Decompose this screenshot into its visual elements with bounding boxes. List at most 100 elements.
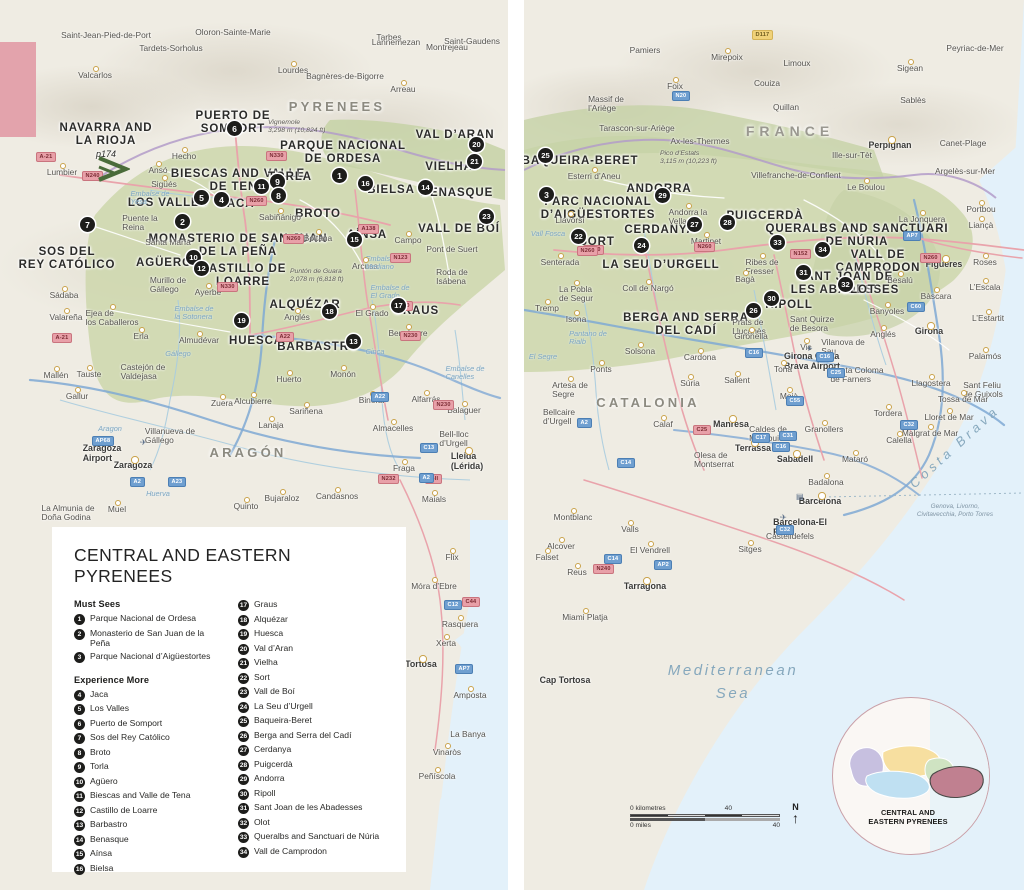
legend-item[interactable]: 5 Los Valles	[74, 703, 222, 716]
map-poi-marker-14[interactable]: 14	[418, 180, 433, 195]
map-label-water: Aragon	[98, 424, 122, 433]
legend-item[interactable]: 32 Olot	[238, 817, 386, 829]
map-poi-marker-25[interactable]: 25	[538, 148, 553, 163]
legend-item[interactable]: 17 Graus	[238, 599, 386, 611]
legend-item[interactable]: 18 Alquézar	[238, 614, 386, 626]
legend-item[interactable]: 8 Broto	[74, 747, 222, 759]
map-label-town: Mirepoix	[711, 52, 743, 62]
road-shield: AP7	[903, 231, 922, 241]
legend-item[interactable]: 4 Jaca	[74, 689, 222, 701]
map-label-town: Gironella	[734, 331, 768, 341]
map-label-town: Alfarrás	[411, 394, 441, 404]
map-poi-marker-27[interactable]: 27	[687, 217, 702, 232]
map-poi-marker-15[interactable]: 15	[347, 232, 362, 247]
legend-item[interactable]: 2 Monasterio de San Juan de la Peña	[74, 628, 222, 649]
map-poi-marker-6[interactable]: 6	[227, 121, 242, 136]
map-poi-marker-32[interactable]: 32	[838, 277, 853, 292]
map-poi-marker-24[interactable]: 24	[634, 238, 649, 253]
legend-item[interactable]: 30 Ripoll	[238, 788, 386, 800]
map-poi-marker-33[interactable]: 33	[770, 235, 785, 250]
legend-item[interactable]: 23 Vall de Boí	[238, 686, 386, 698]
map-town-dot	[638, 342, 644, 348]
map-poi-marker-34[interactable]: 34	[815, 242, 830, 257]
map-label-town: Anglés	[870, 329, 896, 339]
map-poi-marker-28[interactable]: 28	[720, 215, 735, 230]
map-poi-marker-13[interactable]: 13	[346, 334, 361, 349]
legend-item[interactable]: 11 Biescas and Valle de Tena	[74, 790, 222, 803]
map-poi-marker-7[interactable]: 7	[80, 217, 95, 232]
map-label-water: Embalse de Yesa	[130, 189, 170, 207]
map-town-dot	[54, 366, 60, 372]
scale-miles-label: 0 miles	[630, 822, 651, 829]
map-label-water: Embalse de El Grado	[370, 283, 410, 301]
legend-item[interactable]: 26 Berga and Serra del Cadí	[238, 730, 386, 742]
legend-item[interactable]: 12 Castillo de Loarre	[74, 805, 222, 817]
map-poi-marker-30[interactable]: 30	[764, 291, 779, 306]
legend-item-label: Berga and Serra del Cadí	[254, 729, 352, 740]
legend-item[interactable]: 7 Sos del Rey Católico	[74, 732, 222, 745]
legend-item[interactable]: 29 Andorra	[238, 773, 386, 785]
map-label-town: El Vendrell	[629, 545, 671, 555]
legend-item[interactable]: 6 Puerto de Somport	[74, 718, 222, 730]
map-town-dot	[62, 286, 68, 292]
map-town-dot	[688, 374, 694, 380]
map-poi-marker-4[interactable]: 4	[214, 192, 229, 207]
map-poi-marker-8[interactable]: 8	[271, 188, 286, 203]
road-shield: A138	[358, 224, 380, 234]
map-poi-marker-5[interactable]: 5	[194, 190, 209, 205]
map-poi-marker-19[interactable]: 19	[234, 313, 249, 328]
legend-item[interactable]: 27 Cerdanya	[238, 744, 386, 756]
map-poi-marker-11[interactable]: 11	[254, 179, 269, 194]
map-poi-marker-29[interactable]: 29	[655, 188, 670, 203]
map-poi-marker-18[interactable]: 18	[322, 304, 337, 319]
map-poi-marker-21[interactable]: 21	[467, 154, 482, 169]
legend-item[interactable]: 16 Bielsa	[74, 863, 222, 875]
map-label-water: Embalse de Canelles	[445, 364, 485, 382]
legend-item[interactable]: 14 Benasque	[74, 834, 222, 846]
map-label-town: Lannemezan	[371, 37, 421, 47]
legend-item[interactable]: 20 Val d’Aran	[238, 643, 386, 655]
legend-item[interactable]: 15 Aínsa	[74, 848, 222, 861]
map-label-town: Valls	[621, 524, 639, 534]
map-poi-marker-20[interactable]: 20	[469, 137, 484, 152]
map-poi-marker-1[interactable]: 1	[332, 168, 347, 183]
legend-item[interactable]: 10 Agüero	[74, 776, 222, 788]
legend-item[interactable]: 19 Huesca	[238, 628, 386, 640]
map-town-dot	[947, 408, 953, 414]
legend-item[interactable]: 21 Vielha	[238, 657, 386, 669]
legend-item[interactable]: 24 La Seu d’Urgell	[238, 701, 386, 713]
legend-item[interactable]: 31 Sant Joan de les Abadesses	[238, 802, 386, 814]
legend-item[interactable]: 28 Puigcerdà	[238, 759, 386, 771]
legend-item-number: 20	[238, 643, 249, 655]
legend-item[interactable]: 34 Vall de Camprodon	[238, 846, 386, 858]
road-shield: AP2	[654, 560, 673, 570]
map-poi-marker-17[interactable]: 17	[391, 298, 406, 313]
map-label-town: Sitges	[738, 544, 762, 554]
map-label-town: Ansó	[148, 165, 168, 175]
map-town-dot	[444, 634, 450, 640]
legend-item[interactable]: 25 Baqueira-Beret	[238, 715, 386, 727]
legend-item[interactable]: 13 Barbastro	[74, 819, 222, 832]
legend-item-number: 13	[74, 820, 85, 832]
legend-item[interactable]: 1 Parque Nacional de Ordesa	[74, 613, 222, 625]
map-poi-marker-16[interactable]: 16	[358, 176, 373, 191]
map-poi-marker-31[interactable]: 31	[796, 265, 811, 280]
map-poi-marker-3[interactable]: 3	[539, 187, 554, 202]
map-label-town: Tona	[773, 364, 793, 374]
map-town-dot	[661, 415, 667, 421]
map-poi-marker-2[interactable]: 2	[175, 214, 190, 229]
legend-item[interactable]: 33 Queralbs and Sanctuari de Núria	[238, 831, 386, 843]
map-poi-marker-23[interactable]: 23	[479, 209, 494, 224]
map-poi-marker-12[interactable]: 12	[194, 261, 209, 276]
map-poi-marker-26[interactable]: 26	[746, 303, 761, 318]
legend-item[interactable]: 9 Torla	[74, 761, 222, 774]
map-label-town: Esterri d’Aneu	[567, 171, 621, 181]
legend-item[interactable]: 3 Parque Nacional d’Aigüestortes	[74, 651, 222, 663]
map-poi-marker-22[interactable]: 22	[571, 229, 586, 244]
map-poi-marker-9[interactable]: 9	[270, 174, 285, 189]
map-label-peak: Pico d’Estats 3,115 m (10,223 ft)	[660, 150, 717, 166]
legend-item[interactable]: 22 Sort	[238, 672, 386, 684]
north-arrow: N ↑	[792, 802, 799, 825]
map-town-dot	[568, 211, 574, 217]
